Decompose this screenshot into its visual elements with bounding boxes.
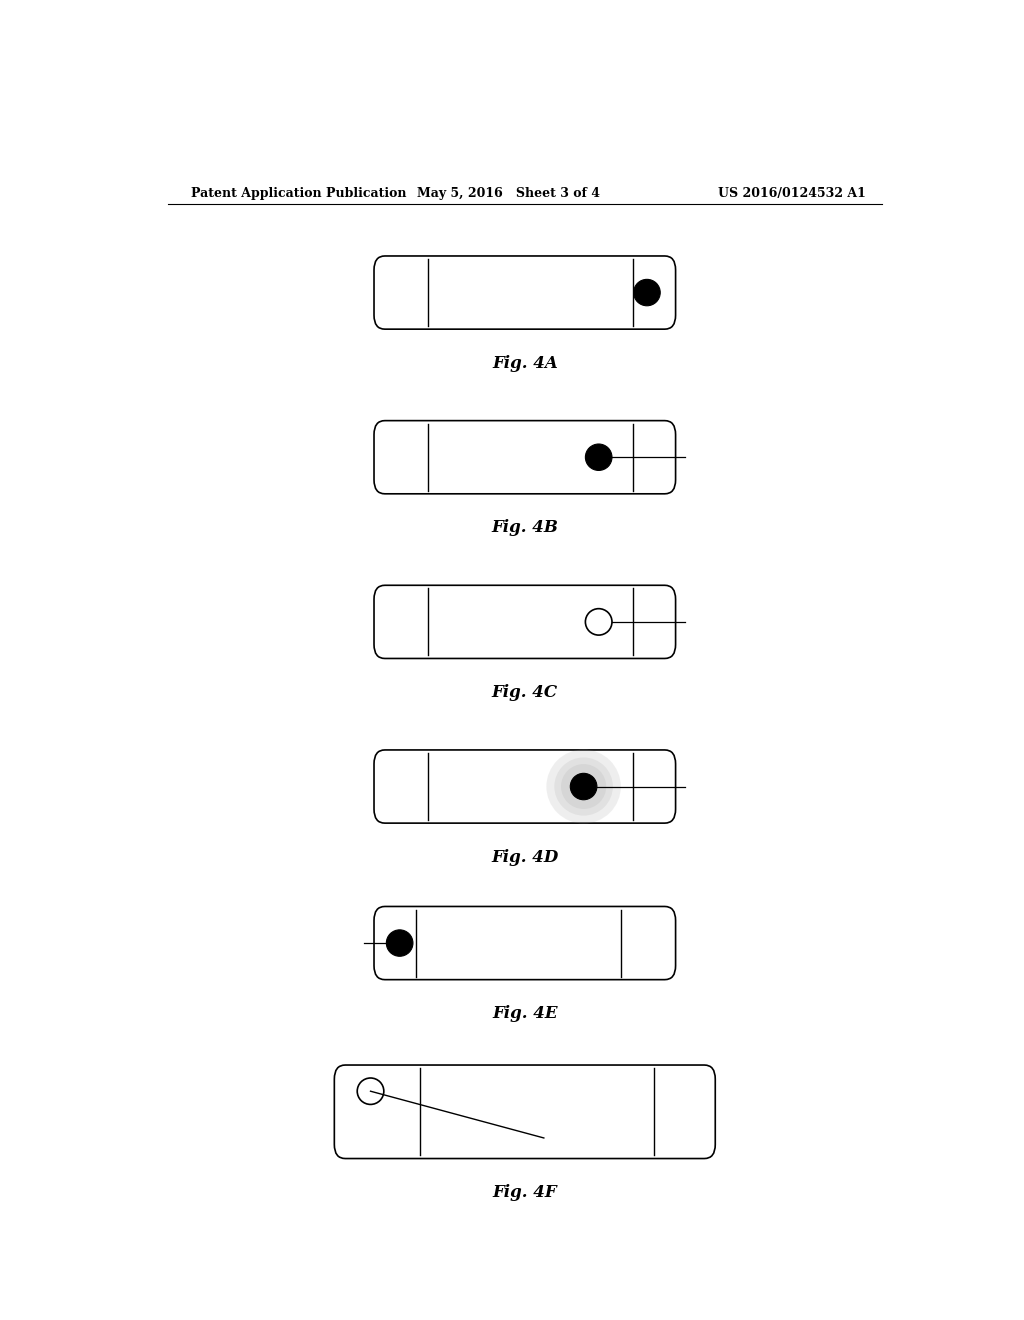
Text: US 2016/0124532 A1: US 2016/0124532 A1: [718, 187, 866, 201]
Text: Fig. 4F: Fig. 4F: [493, 1184, 557, 1201]
Text: Fig. 4D: Fig. 4D: [492, 849, 558, 866]
Ellipse shape: [561, 764, 606, 809]
Text: Fig. 4B: Fig. 4B: [492, 519, 558, 536]
Text: Fig. 4A: Fig. 4A: [492, 355, 558, 371]
FancyBboxPatch shape: [374, 585, 676, 659]
Text: Patent Application Publication: Patent Application Publication: [191, 187, 407, 201]
Ellipse shape: [586, 609, 612, 635]
FancyBboxPatch shape: [334, 1065, 715, 1159]
FancyBboxPatch shape: [374, 907, 676, 979]
Ellipse shape: [586, 444, 612, 470]
FancyBboxPatch shape: [374, 421, 676, 494]
Ellipse shape: [554, 758, 612, 816]
Ellipse shape: [357, 1078, 384, 1105]
Ellipse shape: [634, 280, 660, 306]
Ellipse shape: [547, 750, 621, 824]
Text: Fig. 4E: Fig. 4E: [493, 1005, 557, 1022]
Text: Fig. 4C: Fig. 4C: [492, 684, 558, 701]
Text: May 5, 2016   Sheet 3 of 4: May 5, 2016 Sheet 3 of 4: [418, 187, 600, 201]
FancyBboxPatch shape: [374, 750, 676, 824]
Ellipse shape: [570, 774, 597, 800]
FancyBboxPatch shape: [374, 256, 676, 329]
Ellipse shape: [386, 929, 413, 956]
